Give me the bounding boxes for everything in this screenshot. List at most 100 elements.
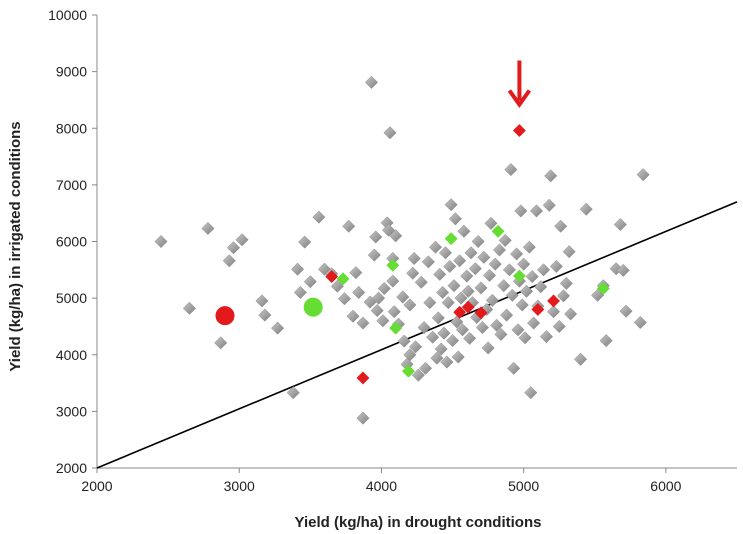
x-tick-label: 3000 [224,478,255,494]
gray-diamond-point [482,268,497,283]
gray-diamond-point [337,292,352,306]
gray-diamond-point [293,285,307,300]
data-points [154,75,650,425]
gray-diamond-point [579,202,593,216]
gray-diamond-point [539,330,553,344]
gray-diamond-point [389,229,403,243]
x-axis-title: Yield (kg/ha) in drought conditions [295,514,542,531]
gray-diamond-point [492,243,507,257]
gray-diamond-point [414,275,428,289]
gray-diamond-point [505,288,519,302]
gray-diamond-point [498,233,512,247]
y-tick-label: 8000 [56,120,87,136]
gray-diamond-point [428,240,443,254]
gray-diamond-point [403,298,417,312]
y-tick-label: 2000 [56,460,87,476]
gray-diamond-point [441,296,455,310]
gray-diamond-point [411,368,425,382]
gray-diamond-point [447,279,461,293]
gray-diamond-point [510,247,524,261]
gray-diamond-point [201,221,215,236]
gray-diamond-point [527,316,541,330]
gray-diamond-point [464,246,478,260]
gray-diamond-point [522,240,536,254]
gray-diamond-point [474,281,488,295]
gray-diamond-point [298,235,312,249]
gray-diamond-point [613,217,627,232]
gray-diamond-point [517,257,531,271]
red-circle-point [215,306,235,326]
gray-diamond-point [564,307,578,321]
x-tick-label: 4000 [366,478,397,494]
gray-diamond-point [502,263,516,277]
gray-diamond-point [214,336,228,350]
gray-diamond-point [636,168,650,182]
green-diamond-point [444,232,458,246]
gray-diamond-point [437,326,451,340]
gray-diamond-point [372,291,386,305]
gray-diamond-point [352,285,366,300]
y-tick-label: 3000 [56,403,87,419]
x-tick-label: 6000 [650,478,681,494]
gray-diamond-point [559,276,573,290]
gray-diamond-point [554,219,568,233]
gray-diamond-point [364,75,379,89]
gray-diamond-point [485,293,499,307]
gray-diamond-point [519,284,534,298]
gray-diamond-point [349,266,363,280]
gray-diamond-point [377,281,391,296]
gray-diamond-point [226,241,241,255]
gray-diamond-point [471,234,485,249]
gray-diamond-point [330,279,344,293]
y-tick-label: 4000 [56,347,87,363]
gray-diamond-point [430,351,444,365]
y-tick-label: 7000 [56,177,87,193]
gray-diamond-point [453,254,467,268]
gray-diamond-point [431,311,445,325]
gray-diamond-point [318,262,332,276]
green-diamond-point [336,272,350,286]
gray-diamond-point [255,294,269,308]
red-diamond-point [461,300,475,314]
gray-diamond-point [182,301,196,315]
gray-diamond-point [407,251,421,266]
red-diamond-point [474,306,488,320]
red-diamond-point [531,302,545,317]
gray-diamond-point [433,267,447,281]
gray-diamond-point [426,330,440,344]
y-tick-label: 6000 [56,234,87,250]
highlight-arrow [507,60,532,108]
gray-diamond-point [451,350,465,364]
gray-diamond-point [461,284,475,298]
gray-diamond-point [421,255,435,269]
gray-diamond-point [417,321,431,335]
gray-diamond-point [455,323,470,337]
gray-diamond-point [490,318,504,332]
gray-diamond-point [370,304,384,318]
green-diamond-point [596,281,610,296]
gray-diamond-point [222,254,236,268]
gray-diamond-point [438,246,452,260]
gray-diamond-point [448,212,462,226]
gray-diamond-point [619,304,633,318]
gray-diamond-point [386,274,400,288]
gray-diamond-point [475,321,489,335]
gray-diamond-point [515,298,529,312]
gray-diamond-point [258,308,272,322]
gray-diamond-point [488,257,502,271]
gray-diamond-point [356,411,370,425]
gray-diamond-point [356,316,370,330]
red-diamond-point [512,123,526,138]
green-diamond-point [491,224,505,238]
gray-diamond-point [423,296,437,310]
green-diamond-point [389,321,403,335]
gray-diamond-point [154,234,168,249]
gray-diamond-point [549,259,563,273]
green-circle-point [303,297,323,317]
gray-diamond-point [235,233,249,247]
red-diamond-point [356,371,370,385]
gray-diamond-point [468,262,482,276]
gray-diamond-point [460,269,474,283]
gray-diamond-point [369,230,383,244]
axes: 2000 3000 4000 5000 6000 7000 8000 9000 10000 200… [48,7,737,494]
